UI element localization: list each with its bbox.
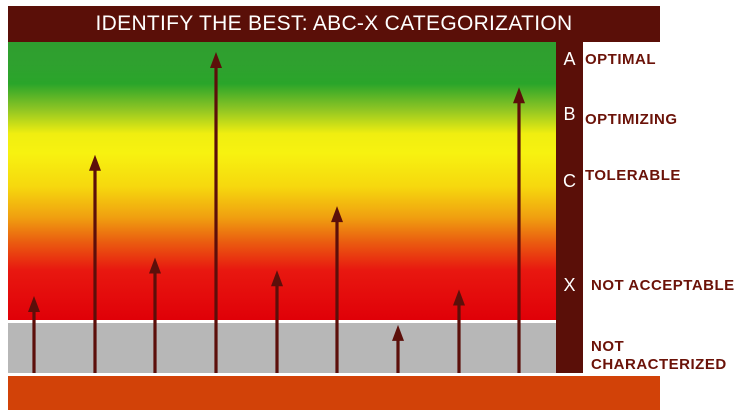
page-title: IDENTIFY THE BEST: ABC-X CATEGORIZATION [8, 6, 660, 42]
arrow-7 [392, 324, 404, 373]
arrow-2 [89, 154, 101, 373]
arrow-head [28, 295, 40, 312]
label-not-characterized-line1: NOT [591, 338, 625, 355]
arrow-9 [513, 87, 525, 373]
arrow-shaft [32, 309, 36, 373]
arrow-shaft [396, 338, 400, 373]
arrow-8 [453, 289, 465, 373]
arrow-shaft [214, 66, 218, 373]
scale-letter-x: X [563, 275, 576, 295]
arrow-head [392, 324, 404, 341]
arrow-shaft [153, 271, 157, 373]
footer-bar [8, 376, 660, 410]
arrow-3 [149, 257, 161, 373]
arrow-6 [331, 206, 343, 373]
arrow-head [513, 87, 525, 104]
arrow-head [453, 289, 465, 306]
arrow-head [331, 206, 343, 223]
scale-letter-a: A [563, 49, 576, 69]
label-not-acceptable: NOT ACCEPTABLE [591, 277, 735, 294]
label-not-characterized-line2: CHARACTERIZED [591, 356, 727, 373]
arrow-head [149, 257, 161, 274]
arrow-head [210, 52, 222, 68]
category-scale-bar [556, 42, 583, 373]
arrow-1 [28, 295, 40, 373]
label-optimizing: OPTIMIZING [585, 111, 678, 128]
scale-letter-c: C [563, 171, 576, 191]
label-optimal: OPTIMAL [585, 51, 656, 68]
arrow-head [89, 154, 101, 171]
not-characterized-zone [8, 323, 556, 373]
arrow-shaft [275, 284, 279, 373]
scale-letter-b: B [563, 104, 576, 124]
arrow-5 [271, 270, 283, 373]
label-tolerable: TOLERABLE [585, 167, 681, 184]
arrow-shaft [457, 303, 461, 373]
arrow-shaft [517, 101, 521, 373]
arrow-head [271, 270, 283, 287]
quality-gradient-zone [8, 42, 556, 320]
zone-divider [8, 320, 556, 323]
arrow-4 [210, 52, 222, 373]
arrow-shaft [93, 168, 97, 373]
arrow-shaft [335, 220, 339, 373]
